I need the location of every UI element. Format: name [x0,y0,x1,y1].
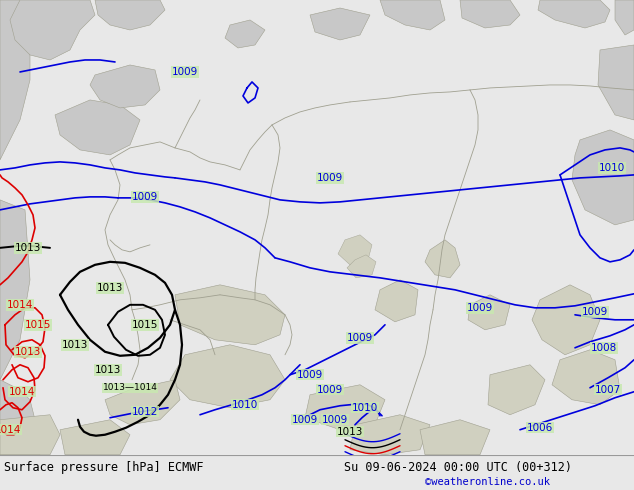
Text: 1009: 1009 [132,192,158,202]
Text: 1010: 1010 [599,163,625,173]
Polygon shape [380,0,445,30]
Polygon shape [170,345,285,408]
Text: 1010: 1010 [352,403,378,413]
Text: 1007: 1007 [595,385,621,395]
Polygon shape [305,385,385,430]
Text: Surface pressure [hPa] ECMWF: Surface pressure [hPa] ECMWF [4,461,204,474]
Text: 1006: 1006 [527,423,553,433]
Polygon shape [338,235,372,265]
Text: 1009: 1009 [297,370,323,380]
Text: 1009: 1009 [467,303,493,313]
Polygon shape [615,0,634,35]
Text: 1014: 1014 [7,300,33,310]
Text: 1009: 1009 [317,173,343,183]
Polygon shape [105,380,180,425]
Text: 1009: 1009 [317,385,343,395]
Polygon shape [10,0,95,60]
Polygon shape [425,240,460,278]
Polygon shape [350,415,430,455]
Polygon shape [375,280,418,322]
Text: 1009: 1009 [322,415,348,425]
Polygon shape [310,8,370,40]
Polygon shape [538,0,610,28]
Polygon shape [175,285,285,345]
Polygon shape [420,420,490,455]
Polygon shape [532,285,600,355]
Text: 1013: 1013 [15,347,41,357]
Polygon shape [0,415,60,455]
Text: 1013: 1013 [95,365,121,375]
Polygon shape [468,295,510,330]
Polygon shape [0,380,40,455]
Text: 1014: 1014 [0,425,21,435]
Text: 1008: 1008 [591,343,617,353]
Text: 1009: 1009 [292,415,318,425]
Text: 1010: 1010 [232,400,258,410]
Polygon shape [95,0,165,30]
Polygon shape [552,350,620,405]
Text: 1009: 1009 [582,307,608,317]
Polygon shape [347,255,376,278]
Polygon shape [0,200,30,380]
Text: 1013: 1013 [61,340,88,350]
Text: 1009: 1009 [347,333,373,343]
Polygon shape [572,130,634,225]
Polygon shape [598,45,634,120]
Text: 1013: 1013 [97,283,123,293]
Polygon shape [460,0,520,28]
Polygon shape [55,100,140,155]
Text: 1013: 1013 [15,243,41,253]
Text: 1009: 1009 [172,67,198,77]
Polygon shape [90,65,160,108]
Polygon shape [0,0,30,160]
Polygon shape [225,20,265,48]
Polygon shape [60,420,130,455]
Text: 1014: 1014 [9,387,36,397]
Polygon shape [488,365,545,415]
Text: 1012: 1012 [132,407,158,417]
Text: 1013: 1013 [337,427,363,437]
Text: ©weatheronline.co.uk: ©weatheronline.co.uk [425,477,550,487]
Text: 1013—1014: 1013—1014 [103,383,157,392]
Text: 1015: 1015 [25,320,51,330]
Text: 1015: 1015 [132,320,158,330]
Text: Su 09-06-2024 00:00 UTC (00+312): Su 09-06-2024 00:00 UTC (00+312) [344,461,572,474]
